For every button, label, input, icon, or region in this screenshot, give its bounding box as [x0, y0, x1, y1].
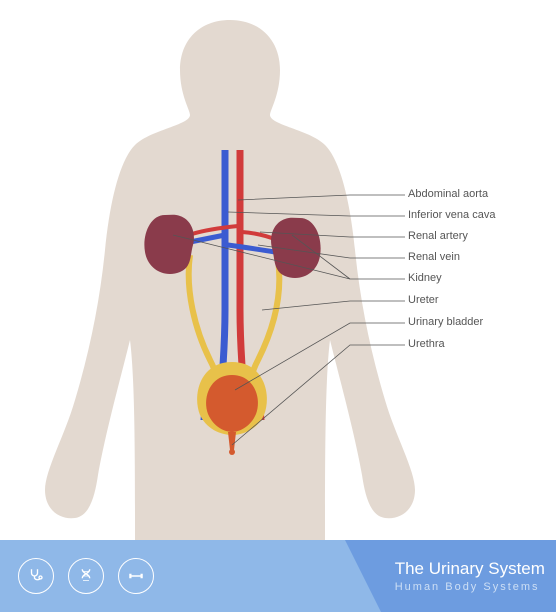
dumbbell-icon	[118, 558, 154, 594]
inferior-vena-cava	[222, 150, 225, 390]
label-renal-vein: Renal vein	[408, 251, 460, 263]
footer-subtitle: Human Body Systems	[395, 581, 556, 593]
anatomy-overlay	[0, 0, 556, 540]
renal-vein-left	[190, 235, 225, 242]
label-abdominal-aorta: Abdominal aorta	[408, 188, 488, 200]
label-inferior-vena-cava: Inferior vena cava	[408, 209, 495, 221]
stethoscope-icon	[18, 558, 54, 594]
abdominal-aorta	[240, 150, 243, 390]
label-urethra: Urethra	[408, 338, 445, 350]
footer-title: The Urinary System	[395, 559, 556, 579]
kidney-left	[144, 215, 194, 274]
label-urinary-bladder: Urinary bladder	[408, 316, 483, 328]
renal-artery-left	[192, 226, 238, 234]
label-renal-artery: Renal artery	[408, 230, 468, 242]
footer-icons	[0, 540, 345, 612]
footer-bar: The Urinary System Human Body Systems	[0, 540, 556, 612]
label-ureter: Ureter	[408, 294, 439, 306]
label-kidney: Kidney	[408, 272, 442, 284]
urethra	[228, 432, 236, 450]
diagram-canvas: Abdominal aorta Inferior vena cava Renal…	[0, 0, 556, 540]
dna-icon	[68, 558, 104, 594]
